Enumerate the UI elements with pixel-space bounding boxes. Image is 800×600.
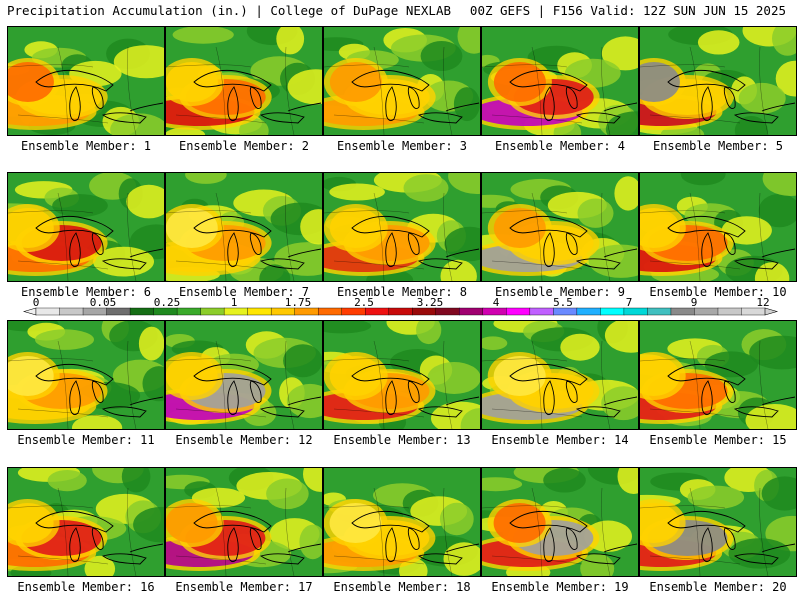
- colorbar-swatch: [482, 307, 507, 316]
- colorbar-tick-label: 2.5: [354, 296, 374, 309]
- precip-map: [639, 26, 797, 136]
- member-label: Ensemble Member: 13: [333, 433, 471, 447]
- precip-map: [165, 467, 323, 577]
- colorbar-swatch: [247, 307, 272, 316]
- member-label: Ensemble Member: 8: [336, 285, 468, 299]
- colorbar-swatch: [270, 307, 296, 316]
- colorbar-swatch: [294, 307, 319, 316]
- colorbar-swatch: [365, 307, 390, 316]
- precip-map: [165, 172, 323, 282]
- member-label: Ensemble Member: 17: [175, 580, 313, 594]
- colorbar-swatch: [200, 307, 225, 316]
- colorbar-tick-label: 3.25: [417, 296, 444, 309]
- precip-map: [7, 320, 165, 430]
- colorbar-tick-label: 1: [231, 296, 238, 309]
- colorbar-swatch: [35, 307, 61, 316]
- member-label: Ensemble Member: 5: [652, 139, 784, 153]
- precip-map: [481, 26, 639, 136]
- colorbar-tick-label: 5.5: [553, 296, 573, 309]
- precip-map: [165, 26, 323, 136]
- valid-time: 00Z GEFS | F156 Valid: 12Z SUN JUN 15 20…: [469, 3, 786, 18]
- colorbar-tick-label: 7: [626, 296, 633, 309]
- member-label: Ensemble Member: 9: [494, 285, 626, 299]
- colorbar-swatch: [153, 307, 178, 316]
- colorbar-swatch: [223, 307, 249, 316]
- colorbar-tick-label: 4: [493, 296, 500, 309]
- colorbar-tick-label: 12: [756, 296, 769, 309]
- colorbar-swatch: [600, 307, 625, 316]
- member-label: Ensemble Member: 19: [491, 580, 629, 594]
- member-label: Ensemble Member: 2: [178, 139, 310, 153]
- precip-map: [639, 172, 797, 282]
- member-label: Ensemble Member: 11: [17, 433, 155, 447]
- colorbar-swatch: [647, 307, 672, 316]
- colorbar-swatch: [317, 307, 343, 316]
- precip-map: [323, 26, 481, 136]
- colorbar-swatch: [129, 307, 155, 316]
- member-label: Ensemble Member: 4: [494, 139, 626, 153]
- precip-map: [481, 467, 639, 577]
- colorbar-min-arrow: [22, 307, 37, 316]
- colorbar-swatch: [341, 307, 366, 316]
- color-scale-bar: 0 0.05 0.25 1 1.75 2.5 3.25 4 5.5 7 9 12: [22, 296, 779, 316]
- member-label: Ensemble Member: 18: [333, 580, 471, 594]
- member-label: Ensemble Member: 6: [20, 285, 152, 299]
- colorbar-swatch: [576, 307, 601, 316]
- colorbar-swatch: [176, 307, 202, 316]
- precip-map: [323, 320, 481, 430]
- colorbar-swatch: [529, 307, 554, 316]
- colorbar-tick-label: 1.75: [285, 296, 312, 309]
- precip-map: [165, 320, 323, 430]
- colorbar-max-arrow: [764, 307, 779, 316]
- precip-map: [639, 320, 797, 430]
- precip-map: [481, 320, 639, 430]
- member-label: Ensemble Member: 1: [20, 139, 152, 153]
- precip-map: [639, 467, 797, 577]
- colorbar-swatch: [459, 307, 484, 316]
- precip-map: [7, 172, 165, 282]
- precip-map: [323, 467, 481, 577]
- colorbar-swatch: [670, 307, 695, 316]
- colorbar-tick-label: 0.05: [90, 296, 117, 309]
- colorbar-swatch: [59, 307, 84, 316]
- member-label: Ensemble Member: 15: [649, 433, 787, 447]
- colorbar-swatch: [412, 307, 437, 316]
- member-label: Ensemble Member: 12: [175, 433, 313, 447]
- colorbar-swatch: [82, 307, 108, 316]
- member-label: Ensemble Member: 7: [178, 285, 310, 299]
- colorbar-swatch: [623, 307, 648, 316]
- colorbar-swatch: [717, 307, 742, 316]
- member-label: Ensemble Member: 10: [649, 285, 787, 299]
- colorbar-swatch: [106, 307, 131, 316]
- precip-map: [7, 467, 165, 577]
- colorbar-tick-label: 9: [691, 296, 698, 309]
- colorbar-tick-label: 0.25: [154, 296, 181, 309]
- colorbar-swatch: [553, 307, 578, 316]
- member-label: Ensemble Member: 20: [649, 580, 787, 594]
- colorbar-swatch: [388, 307, 413, 316]
- colorbar-swatch: [694, 307, 719, 316]
- member-label: Ensemble Member: 14: [491, 433, 629, 447]
- page-title: Precipitation Accumulation (in.) | Colle…: [7, 3, 452, 18]
- colorbar-tick-label: 0: [33, 296, 40, 309]
- member-label: Ensemble Member: 3: [336, 139, 468, 153]
- precip-map: [323, 172, 481, 282]
- colorbar-swatch: [435, 307, 460, 316]
- precip-map: [7, 26, 165, 136]
- colorbar-swatch: [741, 307, 766, 316]
- precip-map: [481, 172, 639, 282]
- member-label: Ensemble Member: 16: [17, 580, 155, 594]
- colorbar-swatch: [506, 307, 531, 316]
